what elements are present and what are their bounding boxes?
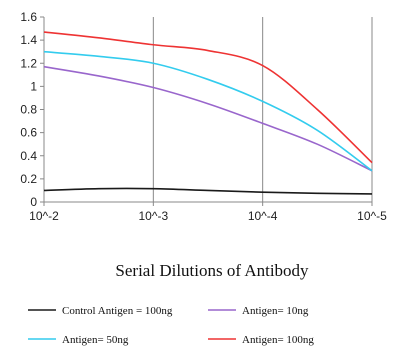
- tick-labels: 0 0.2 0.4 0.6 0.8 1 1.2 1.4 1.6 10^-2 10^-3 10^-4 10…: [20, 10, 387, 223]
- y-tick-label: 0.2: [20, 172, 37, 186]
- legend-item: Antigen= 10ng: [208, 305, 309, 317]
- series-line-antigen-50ng: [43, 50, 373, 172]
- y-tick-label: 1.2: [20, 56, 37, 70]
- series-lines: [43, 31, 373, 195]
- y-tick-label: 1.4: [20, 33, 37, 47]
- legend-label: Antigen= 50ng: [62, 334, 129, 346]
- x-tick-label: 10^-5: [357, 209, 387, 223]
- y-tick-label: 0.4: [20, 149, 37, 163]
- series-line-control-antigen-100ng: [43, 187, 373, 195]
- legend-item: Antigen= 100ng: [208, 334, 314, 346]
- x-tick-label: 10^-3: [139, 209, 169, 223]
- grid: [43, 17, 373, 202]
- x-axis-label: Serial Dilutions of Antibody: [115, 261, 309, 280]
- series-line-antigen-10ng: [43, 65, 373, 172]
- y-tick-label: 0.8: [20, 103, 37, 117]
- y-tick-label: 0.6: [20, 126, 37, 140]
- legend-item: Control Antigen = 100ng: [28, 305, 173, 317]
- series-line-antigen-100ng: [43, 31, 373, 164]
- x-tick-label: 10^-2: [29, 209, 59, 223]
- legend-item: Antigen= 50ng: [28, 334, 129, 346]
- y-tick-label: 1.6: [20, 10, 37, 24]
- legend-label: Antigen= 10ng: [242, 305, 309, 317]
- x-tick-label: 10^-4: [248, 209, 278, 223]
- legend-label: Control Antigen = 100ng: [62, 305, 173, 317]
- y-tick-label: 0: [30, 195, 37, 209]
- legend-label: Antigen= 100ng: [242, 334, 314, 346]
- y-tick-label: 1: [30, 79, 37, 93]
- legend: Control Antigen = 100ng Antigen= 10ng Anti…: [28, 305, 314, 346]
- axes: [43, 17, 372, 203]
